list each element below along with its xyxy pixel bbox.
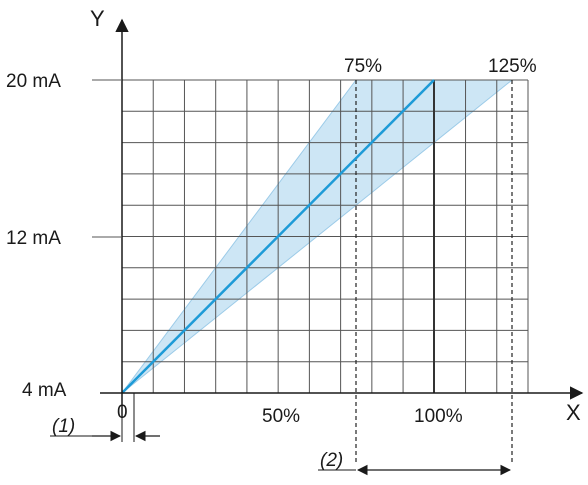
x-label-zero: 0: [117, 402, 128, 423]
annotation-1: (1): [52, 416, 75, 437]
transfer-line: [121, 79, 435, 394]
range-label-125: 125%: [488, 56, 537, 77]
x-label-100: 100%: [414, 406, 463, 427]
y-label-20ma: 20 mA: [6, 71, 61, 92]
x-axis-label: X: [566, 400, 581, 425]
y-label-12ma: 12 mA: [6, 228, 61, 249]
range-label-75: 75%: [344, 56, 382, 77]
y-axis-label: Y: [90, 6, 105, 31]
annotation-2: (2): [320, 450, 343, 471]
x-label-50: 50%: [262, 406, 300, 427]
y-label-4ma: 4 mA: [22, 380, 67, 401]
